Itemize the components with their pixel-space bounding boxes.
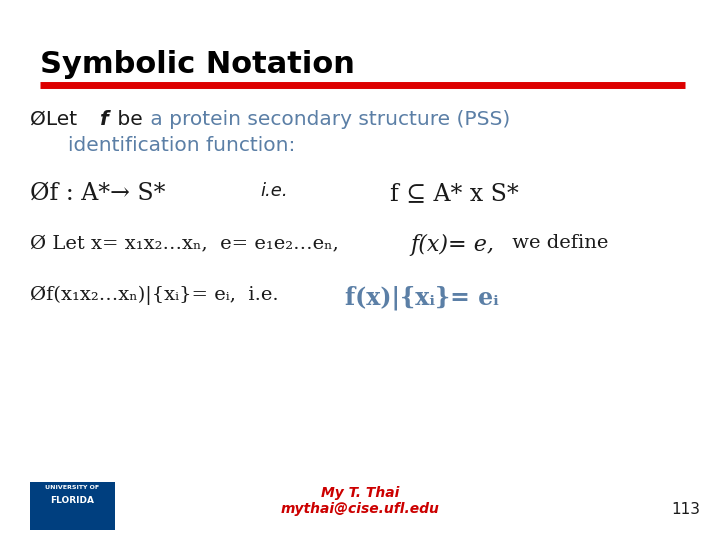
Text: f ⊆ A* x S*: f ⊆ A* x S* — [390, 182, 518, 205]
Text: identification function:: identification function: — [68, 136, 295, 155]
Text: ØLet: ØLet — [30, 110, 84, 129]
Text: be: be — [111, 110, 143, 129]
Text: FLORIDA: FLORIDA — [50, 496, 94, 505]
Text: f: f — [100, 110, 109, 129]
Text: mythai@cise.ufl.edu: mythai@cise.ufl.edu — [281, 502, 439, 516]
Text: f(x)|{xᵢ}= eᵢ: f(x)|{xᵢ}= eᵢ — [345, 286, 499, 310]
Text: a protein secondary structure (PSS): a protein secondary structure (PSS) — [144, 110, 510, 129]
Text: f(x)= e,: f(x)= e, — [410, 234, 494, 256]
Text: 113: 113 — [671, 502, 700, 517]
Text: we define: we define — [506, 234, 608, 252]
Text: i.e.: i.e. — [260, 182, 287, 200]
Text: Øf : A*→ S*: Øf : A*→ S* — [30, 182, 166, 205]
Text: Øf(x₁x₂…xₙ)|{xᵢ}= eᵢ,  i.e.: Øf(x₁x₂…xₙ)|{xᵢ}= eᵢ, i.e. — [30, 286, 279, 305]
Text: Symbolic Notation: Symbolic Notation — [40, 50, 355, 79]
Text: My T. Thai: My T. Thai — [321, 486, 399, 500]
FancyBboxPatch shape — [30, 482, 115, 530]
Text: UNIVERSITY OF: UNIVERSITY OF — [45, 485, 99, 490]
Text: Ø Let x= x₁x₂…xₙ,  e= e₁e₂…eₙ,: Ø Let x= x₁x₂…xₙ, e= e₁e₂…eₙ, — [30, 234, 338, 252]
